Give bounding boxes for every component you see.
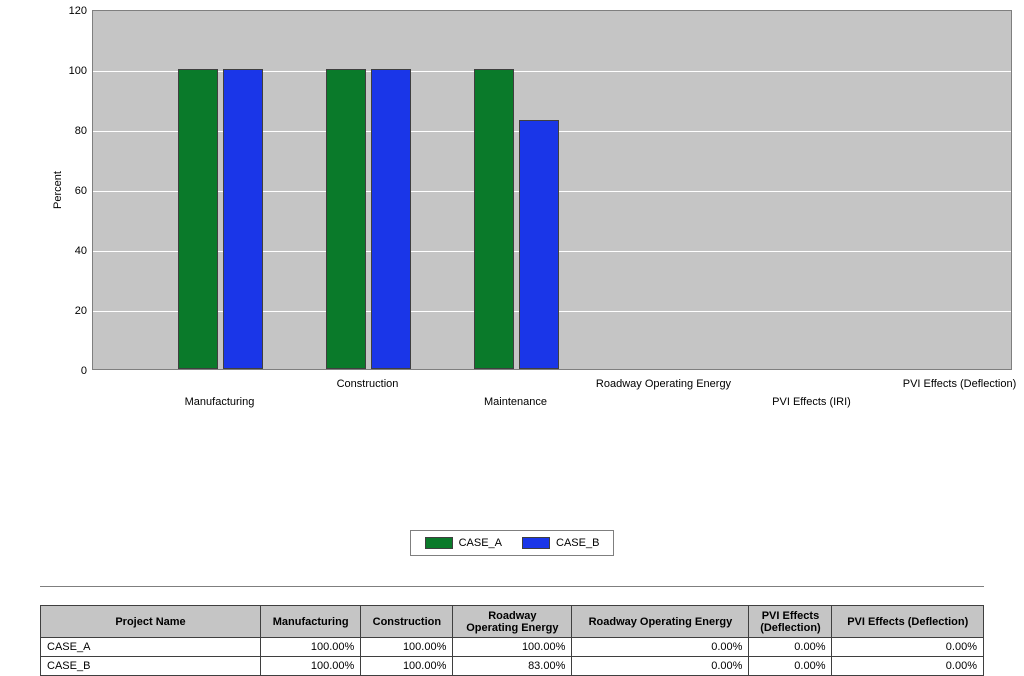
value-cell: 0.00%	[572, 638, 749, 657]
value-cell: 83.00%	[453, 657, 572, 676]
x-category-label: Roadway Operating Energy	[596, 378, 731, 390]
project-name-cell: CASE_B	[41, 657, 261, 676]
y-tick-label: 100	[69, 65, 87, 77]
legend-label: CASE_B	[556, 537, 599, 549]
bar-case_a-0	[178, 69, 218, 369]
value-cell: 0.00%	[572, 657, 749, 676]
chart-container: 0 20 40 60 80 100 120 Percent Manufacturing Con…	[20, 0, 1004, 460]
y-tick-label: 60	[75, 185, 87, 197]
x-category-label: PVI Effects (Deflection)	[903, 378, 1017, 390]
y-tick-label: 120	[69, 5, 87, 17]
table-header: Project Name	[41, 606, 261, 638]
y-tick-label: 80	[75, 125, 87, 137]
bar-case_a-2	[474, 69, 514, 369]
y-tick-label: 0	[81, 365, 87, 377]
data-table-container: Project NameManufacturingConstructionRoa…	[40, 586, 984, 676]
legend-swatch	[425, 537, 453, 549]
y-tick-label: 20	[75, 305, 87, 317]
y-axis-title: Percent	[52, 171, 64, 209]
x-category-label: Manufacturing	[185, 396, 255, 408]
y-tick-label: 40	[75, 245, 87, 257]
value-cell: 100.00%	[453, 638, 572, 657]
table-header: Manufacturing	[261, 606, 361, 638]
project-name-cell: CASE_A	[41, 638, 261, 657]
value-cell: 100.00%	[261, 657, 361, 676]
table-header: Construction	[361, 606, 453, 638]
data-table: Project NameManufacturingConstructionRoa…	[40, 605, 984, 676]
x-category-label: PVI Effects (IRI)	[772, 396, 851, 408]
table-header: RoadwayOperating Energy	[453, 606, 572, 638]
legend: CASE_A CASE_B	[0, 530, 1024, 556]
plot-area: 020406080100120	[92, 10, 1012, 370]
bar-case_b-0	[223, 69, 263, 369]
table-header: PVI Effects(Deflection)	[749, 606, 832, 638]
bar-case_a-1	[326, 69, 366, 369]
value-cell: 0.00%	[832, 638, 984, 657]
legend-label: CASE_A	[459, 537, 502, 549]
bar-case_b-2	[519, 120, 559, 369]
x-category-label: Maintenance	[484, 396, 547, 408]
table-header: Roadway Operating Energy	[572, 606, 749, 638]
value-cell: 0.00%	[832, 657, 984, 676]
table-header: PVI Effects (Deflection)	[832, 606, 984, 638]
value-cell: 100.00%	[361, 638, 453, 657]
table-row: CASE_A100.00%100.00%100.00%0.00%0.00%0.0…	[41, 638, 984, 657]
legend-box: CASE_A CASE_B	[410, 530, 615, 556]
legend-item: CASE_B	[522, 537, 599, 549]
legend-swatch	[522, 537, 550, 549]
bar-case_b-1	[371, 69, 411, 369]
value-cell: 0.00%	[749, 638, 832, 657]
table-row: CASE_B100.00%100.00%83.00%0.00%0.00%0.00…	[41, 657, 984, 676]
value-cell: 100.00%	[361, 657, 453, 676]
value-cell: 0.00%	[749, 657, 832, 676]
legend-item: CASE_A	[425, 537, 502, 549]
value-cell: 100.00%	[261, 638, 361, 657]
x-category-label: Construction	[337, 378, 399, 390]
